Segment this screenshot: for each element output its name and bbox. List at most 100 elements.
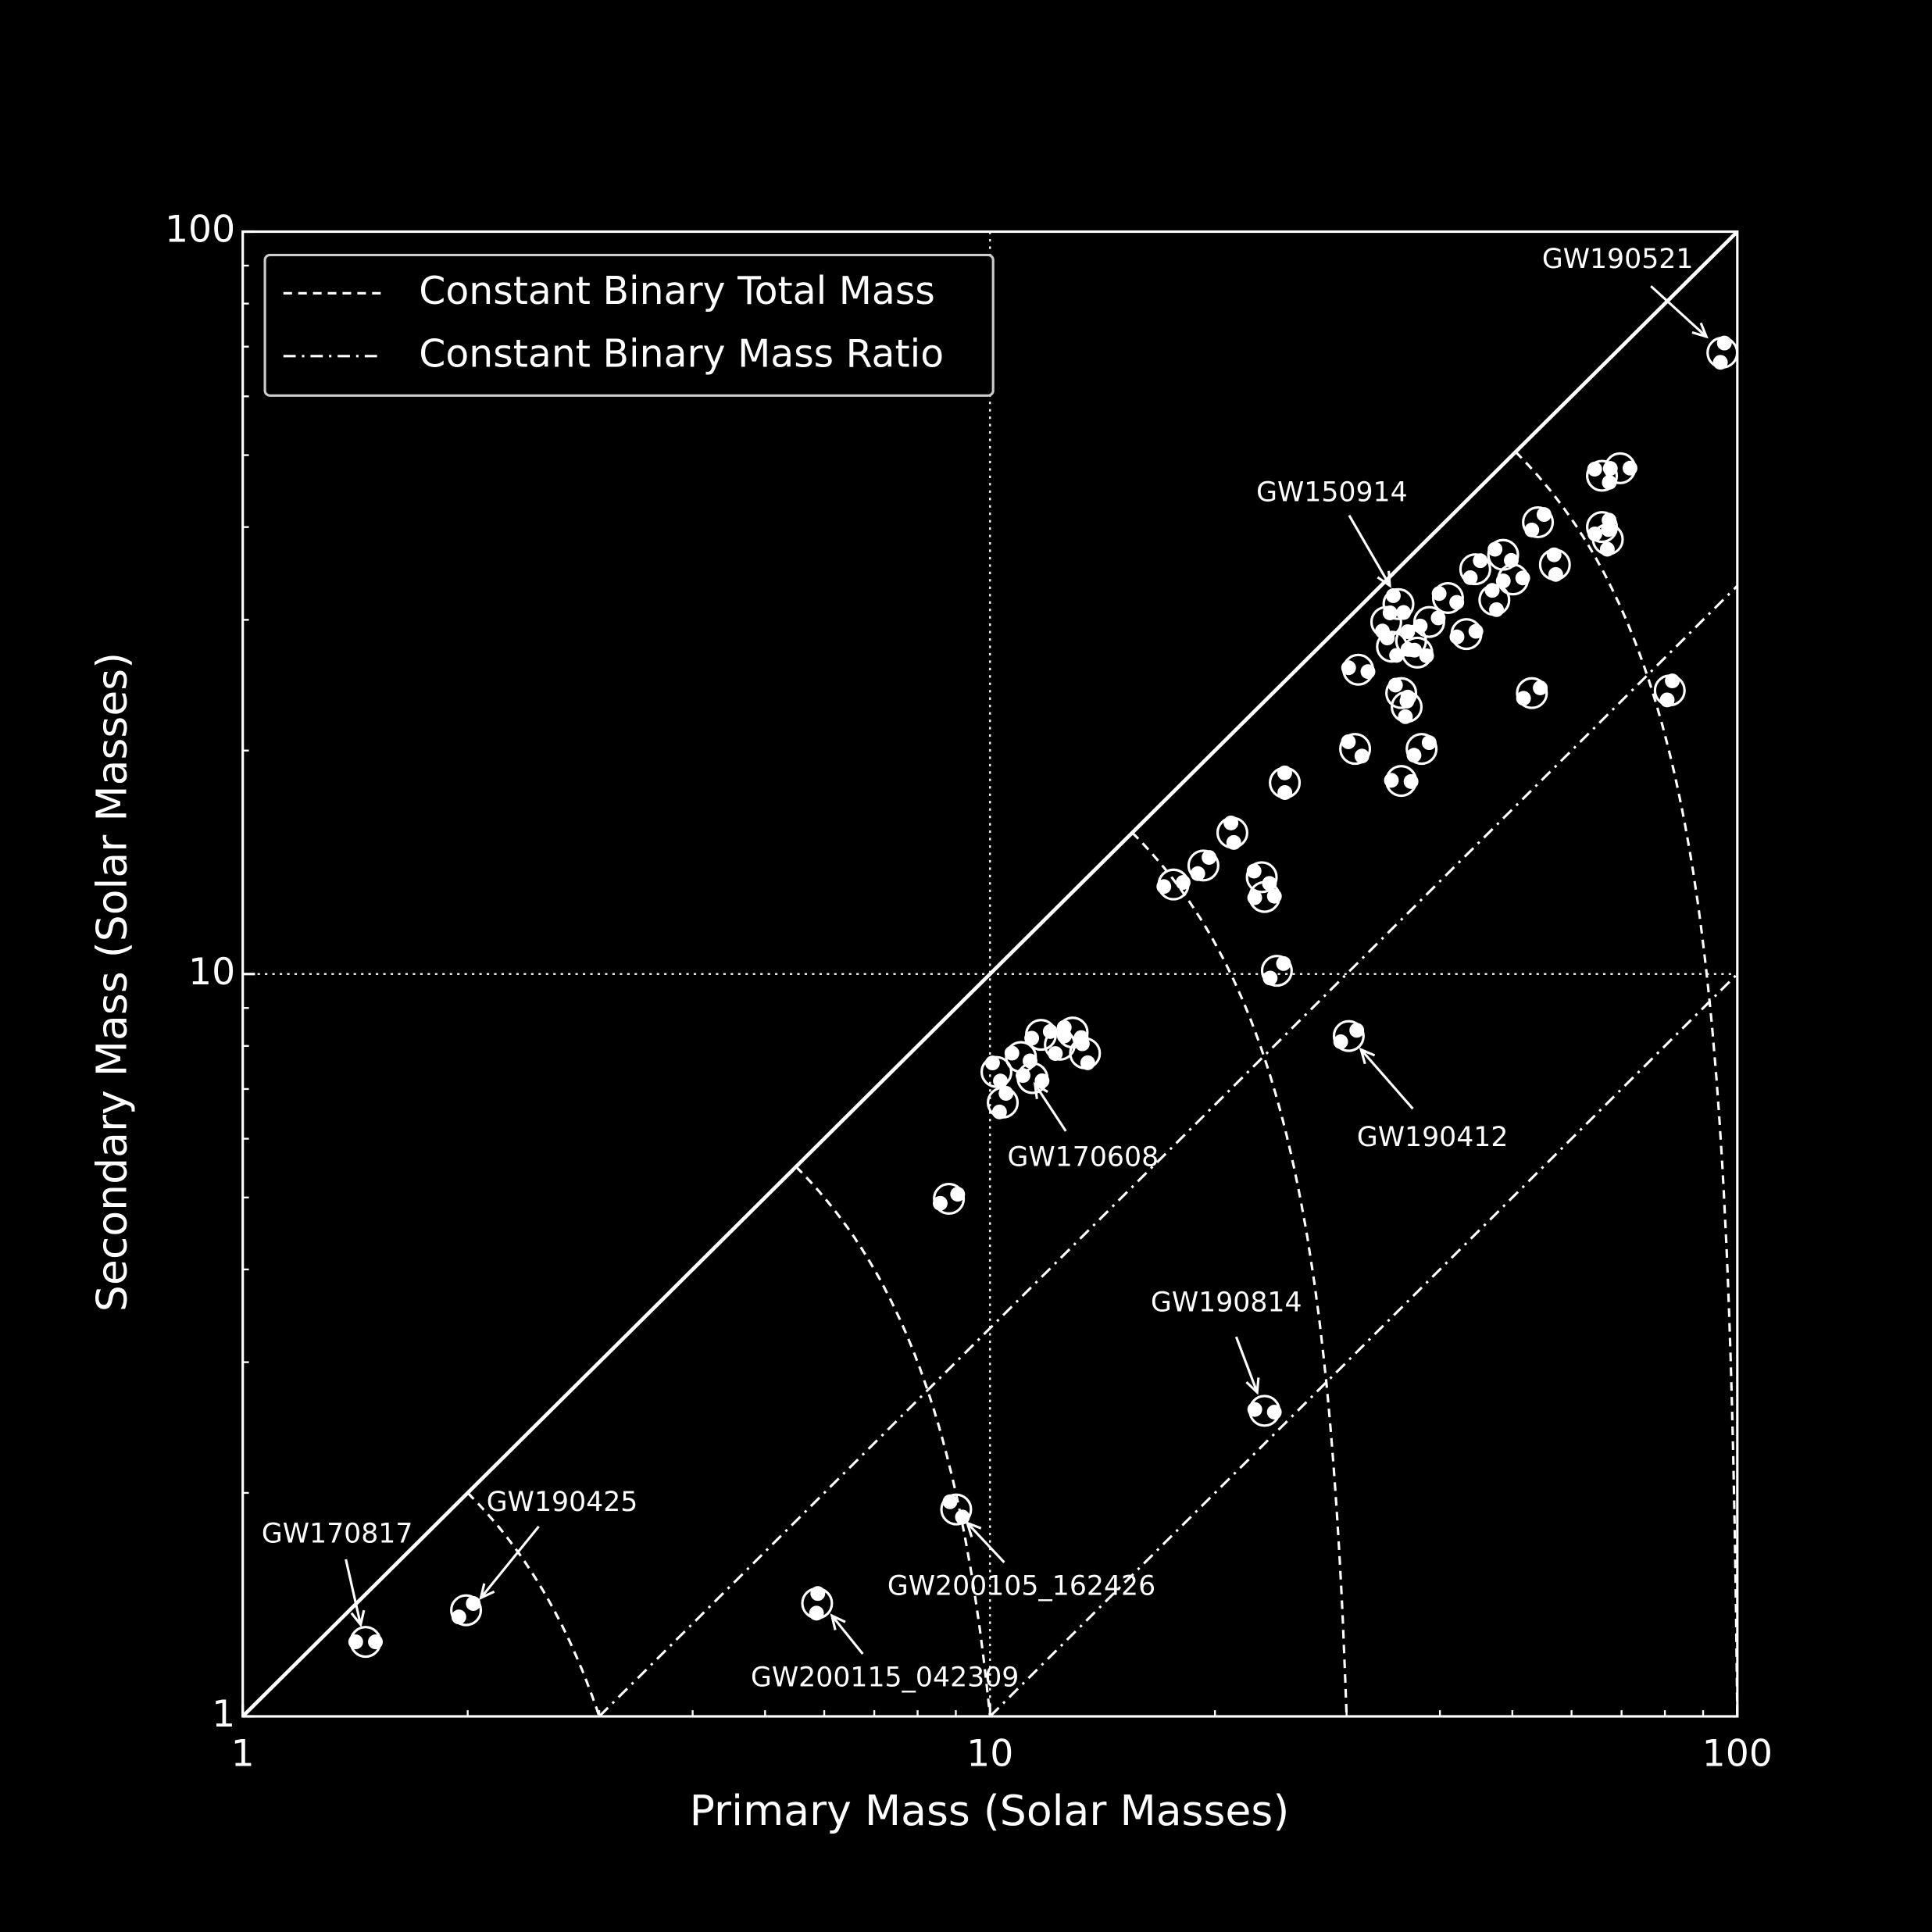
- binary-star: [1276, 955, 1291, 971]
- binary-star: [368, 1634, 383, 1650]
- binary-orbit: [1332, 1020, 1365, 1052]
- binary-star: [1042, 1023, 1058, 1039]
- binary-star: [1048, 1046, 1063, 1061]
- annotation-arrow: [1234, 1336, 1259, 1393]
- annotation-arrow: [966, 1522, 1005, 1564]
- y-tick-label: 10: [188, 951, 235, 994]
- binary-point: [940, 1493, 973, 1526]
- binary-point: [348, 1626, 383, 1659]
- binary-star: [1489, 602, 1504, 617]
- binary-star: [984, 1055, 1000, 1071]
- binary-star: [1360, 664, 1376, 680]
- annotation-arrow: [1034, 1084, 1067, 1132]
- binary-star: [1175, 875, 1191, 891]
- binary-point: [1384, 765, 1419, 798]
- annotation-label: GW190412: [1357, 1122, 1509, 1153]
- binary-star: [1536, 507, 1552, 523]
- arrow-head: [1245, 1377, 1260, 1395]
- binary-star: [1524, 522, 1540, 537]
- binary-star: [1516, 691, 1531, 706]
- binary-point: [1269, 765, 1302, 800]
- binary-star: [1548, 566, 1563, 582]
- binary-point: [1602, 452, 1637, 484]
- total-mass-curve: [1131, 831, 1348, 1717]
- binary-point: [1245, 861, 1278, 894]
- arrow-head: [479, 1583, 495, 1601]
- annotation-arrow: [1359, 1048, 1414, 1110]
- binary-star: [1602, 474, 1617, 490]
- binary-point: [1495, 563, 1530, 596]
- binary-point: [1522, 506, 1555, 539]
- binary-orbit: [1385, 677, 1418, 709]
- binary-star: [942, 1494, 958, 1509]
- binary-star: [1484, 583, 1500, 598]
- binary-star: [1262, 970, 1278, 986]
- annotation-label: GW170817: [262, 1518, 413, 1549]
- annotation-arrow: [480, 1525, 540, 1599]
- x-axis-title: Primary Mass (Solar Masses): [690, 1786, 1290, 1835]
- binary-star: [1623, 460, 1637, 476]
- binary-point: [1332, 1020, 1365, 1052]
- binary-orbit: [940, 1493, 973, 1526]
- y-tick-label: 100: [165, 209, 235, 252]
- binary-point: [1382, 587, 1415, 620]
- arrow-head: [1033, 1081, 1048, 1099]
- equal-mass-line: [241, 230, 1739, 1718]
- binary-point: [1385, 677, 1418, 709]
- binary-star: [1473, 553, 1488, 569]
- legend-label: Constant Binary Mass Ratio: [419, 331, 944, 376]
- binary-star: [1266, 888, 1282, 904]
- binary-point: [1024, 1019, 1058, 1052]
- annotation-arrow: [345, 1559, 362, 1625]
- binary-star: [1468, 623, 1484, 639]
- annotation-arrow: [1348, 514, 1391, 587]
- binary-orbit: [1260, 955, 1293, 987]
- binary-star: [1587, 462, 1602, 477]
- arrow-head: [830, 1613, 846, 1630]
- binary-star: [1419, 648, 1434, 663]
- annotation-label: GW150914: [1256, 477, 1408, 508]
- binary-star: [1202, 850, 1217, 866]
- binary-star: [1449, 629, 1465, 645]
- arrow-head: [1691, 322, 1709, 339]
- binary-point: [1706, 335, 1739, 370]
- binary-star: [950, 1187, 966, 1202]
- binary-point: [932, 1182, 966, 1215]
- binary-star: [1387, 677, 1403, 693]
- annotation-label: GW190814: [1151, 1287, 1302, 1319]
- binary-star: [1277, 785, 1293, 800]
- binary-star: [991, 1104, 1007, 1120]
- binary-star: [993, 1073, 1009, 1089]
- binary-star: [1375, 623, 1390, 639]
- binary-star: [1421, 735, 1437, 751]
- binary-star: [955, 1509, 970, 1525]
- binary-star: [1341, 660, 1356, 676]
- binary-star: [1056, 1020, 1072, 1035]
- binary-star: [1599, 541, 1615, 557]
- binary-star: [1246, 863, 1262, 879]
- legend-box: [263, 253, 995, 397]
- binary-star: [1406, 748, 1422, 763]
- binary-star: [1533, 680, 1548, 695]
- binary-star: [1462, 570, 1478, 585]
- mass-ratio-line: [598, 584, 1738, 1718]
- legend-label: Constant Binary Total Mass: [419, 269, 935, 313]
- binary-star: [1403, 773, 1419, 789]
- annotation-label: GW190425: [487, 1487, 638, 1518]
- binary-point: [980, 1055, 1012, 1089]
- arrow-head: [1359, 1047, 1376, 1065]
- binary-star: [1546, 547, 1562, 562]
- binary-orbit: [1431, 581, 1464, 614]
- total-mass-curve: [1514, 451, 1739, 1717]
- binary-orbit: [1245, 861, 1278, 894]
- binary-orbit: [450, 1594, 483, 1627]
- binary-point: [1487, 538, 1520, 571]
- binary-star: [1407, 642, 1423, 658]
- binary-star: [1515, 570, 1530, 586]
- binary-star: [1412, 618, 1428, 634]
- binary-point: [1216, 815, 1248, 850]
- binary-star: [1034, 1073, 1050, 1088]
- binary-orbit: [1586, 459, 1619, 492]
